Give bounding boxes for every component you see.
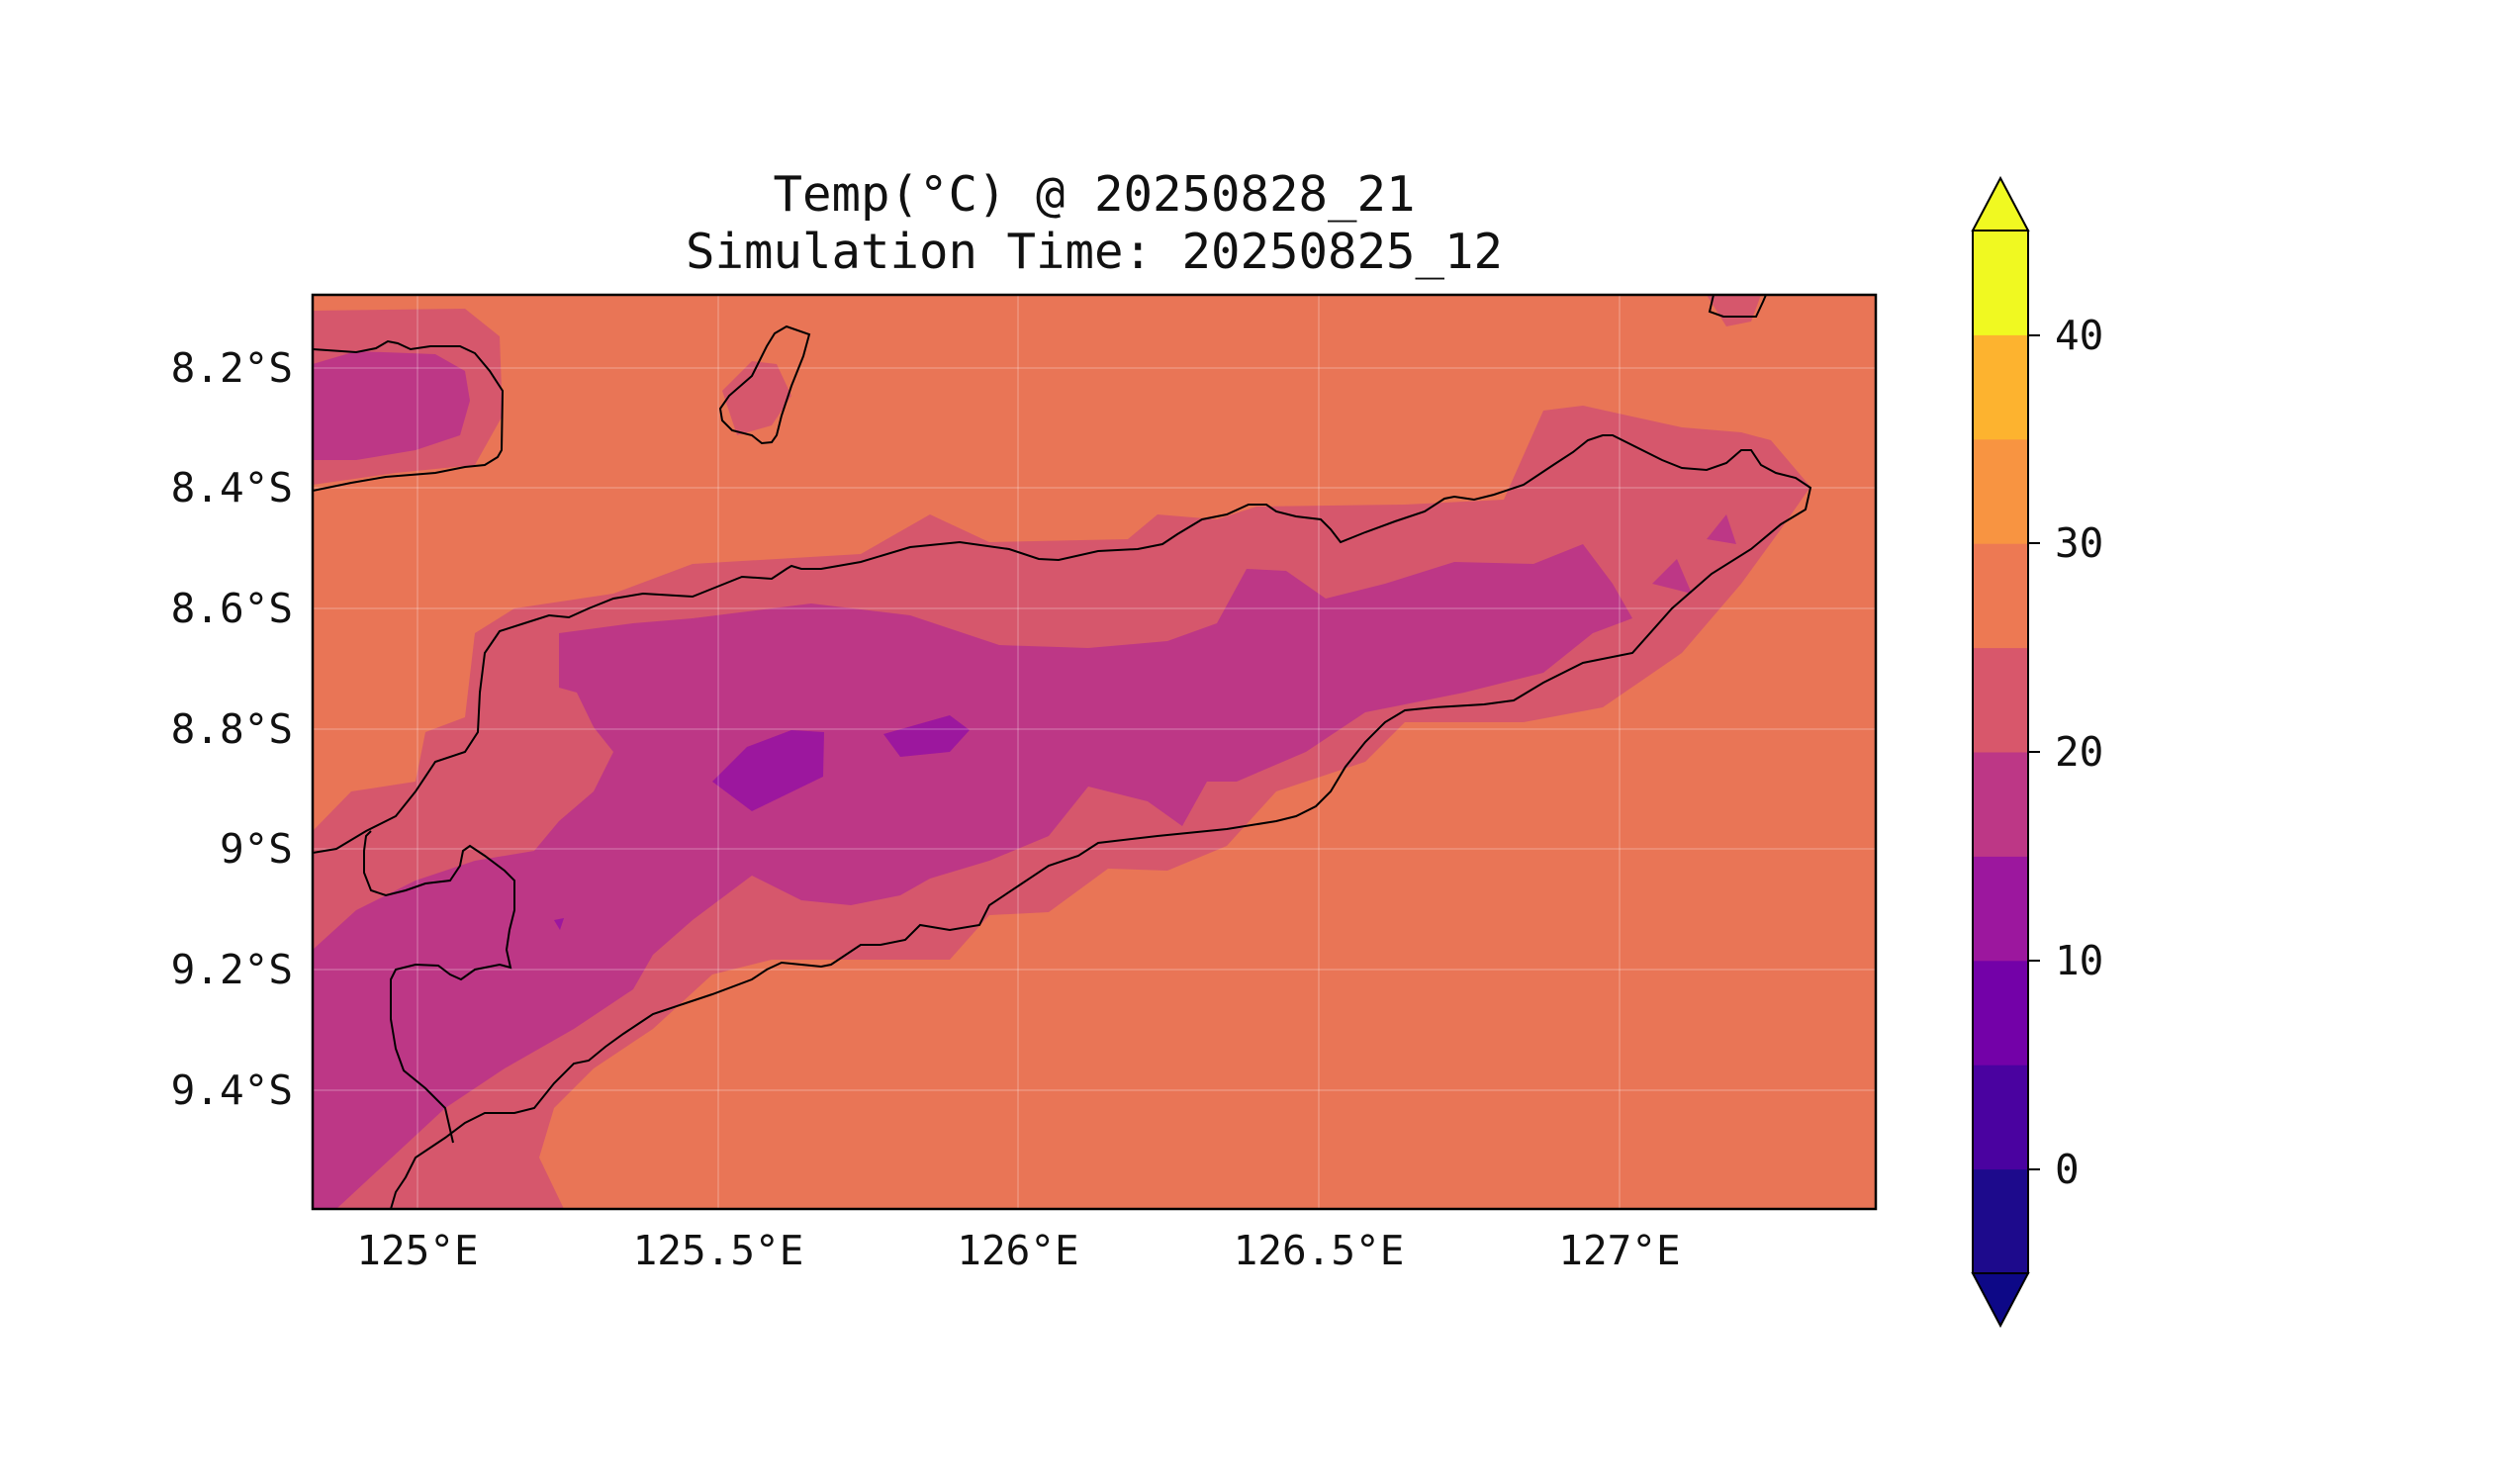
colorbar-band: [1973, 334, 2028, 440]
colorbar-band: [1973, 647, 2028, 753]
colorbar-band: [1973, 856, 2028, 962]
colorbar-tick-label: 40: [2055, 312, 2103, 359]
colorbar-band: [1973, 752, 2028, 857]
coastline-enclave-border: [363, 830, 515, 1144]
x-tick-label: 125.5°E: [633, 1227, 804, 1274]
colorbar-extend-min: [1971, 1272, 2030, 1329]
map-gridlines: [313, 295, 1876, 1209]
field-band-15-20-east-patch-a: [1652, 559, 1692, 594]
colorbar-tick-label: 20: [2055, 728, 2103, 776]
x-axis: 125°E 125.5°E 126°E 126.5°E 127°E: [356, 1227, 1680, 1274]
colorbar-band: [1973, 1065, 2028, 1170]
x-tick-label: 126°E: [957, 1227, 1078, 1274]
field-band-15-20-east-patch-b: [1707, 514, 1736, 544]
colorbar-band: [1973, 438, 2028, 544]
field-band-10-15-patch-a: [712, 730, 824, 811]
y-tick-label: 9.2°S: [171, 946, 293, 993]
temperature-field: [313, 295, 1876, 1209]
field-band-10-15-patch-c: [554, 918, 564, 930]
colorbar-band: [1973, 231, 2028, 335]
y-tick-label: 8.4°S: [171, 464, 293, 511]
y-tick-label: 8.6°S: [171, 585, 293, 632]
colorbar-extend-max: [1971, 175, 2030, 232]
y-tick-label: 9.4°S: [171, 1067, 293, 1114]
coastline-main-island: [313, 434, 1812, 1209]
coastlines: [313, 295, 1812, 1209]
map-subtitle: Simulation Time: 20250825_12: [685, 224, 1503, 280]
field-band-15-20-northwest: [313, 351, 470, 460]
map-frame: [311, 293, 1878, 1211]
coastline-north-islet: [718, 325, 811, 445]
x-tick-label: 127°E: [1558, 1227, 1680, 1274]
field-band-10-15-patch-b: [883, 715, 970, 757]
colorbar-ticks: 0 10 20 30 40: [2028, 312, 2103, 1193]
colorbar-tick-label: 0: [2055, 1146, 2080, 1193]
map-title: Temp(°C) @ 20250828_21: [773, 166, 1416, 223]
colorbar-tick-label: 10: [2055, 937, 2103, 984]
field-band-15-20-main: [313, 544, 1632, 1209]
y-tick-label: 9°S: [220, 825, 293, 873]
field-band-20-25-islet: [722, 361, 791, 435]
x-tick-label: 126.5°E: [1234, 1227, 1405, 1274]
y-axis: 8.2°S 8.4°S 8.6°S 8.8°S 9°S 9.2°S 9.4°S: [171, 344, 293, 1114]
coastline-northeast-islet: [1708, 295, 1767, 318]
colorbar-band: [1973, 960, 2028, 1066]
colorbar-band: [1973, 543, 2028, 649]
colorbar-bands: [1973, 231, 2028, 1274]
coastline-northwest: [313, 339, 505, 492]
colorbar-band: [1973, 1168, 2028, 1274]
colorbar-tick-label: 30: [2055, 519, 2103, 567]
colorbar: 0 10 20 30 40: [1971, 175, 2103, 1329]
field-band-20-25-northeast-islet: [1707, 295, 1761, 326]
x-tick-label: 125°E: [356, 1227, 478, 1274]
y-tick-label: 8.2°S: [171, 344, 293, 392]
y-tick-label: 8.8°S: [171, 705, 293, 753]
